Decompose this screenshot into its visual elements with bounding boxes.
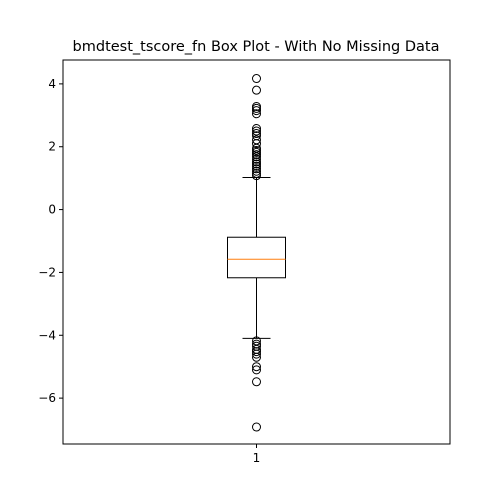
outlier-point	[252, 171, 261, 181]
outlier-point	[252, 74, 261, 84]
outlier-point	[252, 164, 261, 174]
outlier-point	[252, 154, 261, 164]
outlier-point	[252, 365, 261, 375]
y-tick-label: 0	[48, 203, 56, 217]
outlier-point	[252, 377, 261, 387]
outlier-point	[252, 124, 261, 134]
outlier-point	[252, 362, 261, 372]
outlier-point	[252, 139, 261, 149]
outlier-point	[252, 347, 261, 357]
x-tick-label: 1	[253, 451, 261, 465]
chart-title: bmdtest_tscore_fn Box Plot - With No Mis…	[73, 39, 440, 55]
outlier-point	[252, 106, 261, 116]
y-tick-label: 4	[48, 77, 56, 91]
outlier-point	[252, 85, 261, 95]
y-tick-label: −4	[38, 328, 56, 342]
outlier-point	[252, 150, 261, 160]
outlier-point	[252, 152, 261, 162]
outlier-point	[252, 161, 261, 171]
y-tick-label: −2	[38, 265, 56, 279]
outlier-point	[252, 166, 261, 176]
outlier-point	[252, 159, 261, 169]
y-tick-label: 2	[48, 140, 56, 154]
outlier-point	[252, 147, 261, 157]
outlier-point	[252, 129, 261, 139]
outlier-point	[252, 157, 261, 167]
outlier-point	[252, 126, 261, 136]
outlier-point	[252, 352, 261, 362]
y-tick-label: −6	[38, 391, 56, 405]
outlier-point	[252, 422, 261, 432]
outlier-point	[252, 109, 261, 119]
outlier-point	[252, 168, 261, 178]
iqr-box	[227, 236, 286, 279]
outlier-point	[252, 349, 261, 359]
outlier-point	[252, 103, 261, 113]
